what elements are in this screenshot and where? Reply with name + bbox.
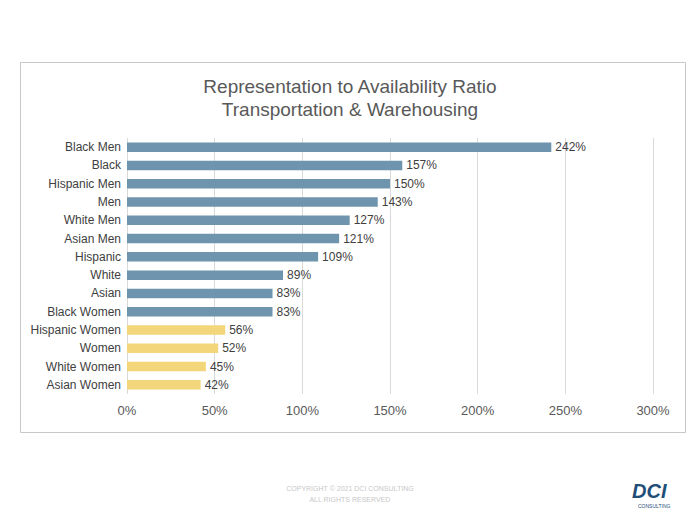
svg-text:52%: 52%	[222, 341, 246, 355]
svg-text:Transportation & Warehousing: Transportation & Warehousing	[222, 99, 478, 120]
svg-text:White Women: White Women	[46, 360, 121, 374]
svg-text:83%: 83%	[277, 305, 301, 319]
svg-text:109%: 109%	[322, 250, 353, 264]
svg-text:Hispanic Men: Hispanic Men	[48, 177, 121, 191]
svg-text:Black Women: Black Women	[47, 305, 121, 319]
svg-text:150%: 150%	[373, 403, 407, 418]
svg-text:100%: 100%	[286, 403, 320, 418]
svg-text:DCI: DCI	[632, 480, 667, 502]
svg-text:150%: 150%	[394, 177, 425, 191]
svg-text:200%: 200%	[461, 403, 495, 418]
svg-text:CONSULTING: CONSULTING	[638, 503, 671, 509]
svg-text:White Men: White Men	[64, 213, 121, 227]
svg-text:Asian: Asian	[91, 286, 121, 300]
svg-text:COPYRIGHT © 2021 DCI CONSULTIN: COPYRIGHT © 2021 DCI CONSULTING	[286, 485, 413, 492]
svg-text:Black Men: Black Men	[65, 140, 121, 154]
svg-text:300%: 300%	[636, 403, 670, 418]
svg-text:Asian Men: Asian Men	[64, 232, 121, 246]
svg-text:ALL RIGHTS RESERVED: ALL RIGHTS RESERVED	[309, 496, 390, 503]
svg-text:250%: 250%	[549, 403, 583, 418]
svg-text:83%: 83%	[277, 286, 301, 300]
svg-text:89%: 89%	[287, 268, 311, 282]
svg-text:Hispanic Women: Hispanic Women	[31, 323, 121, 337]
svg-text:Hispanic: Hispanic	[75, 250, 121, 264]
svg-text:Women: Women	[80, 341, 121, 355]
svg-text:0%: 0%	[118, 403, 137, 418]
svg-text:45%: 45%	[210, 360, 234, 374]
svg-text:Asian Women: Asian Women	[47, 378, 121, 392]
svg-text:White: White	[90, 268, 121, 282]
svg-text:42%: 42%	[205, 378, 229, 392]
svg-text:Representation to Availability: Representation to Availability Ratio	[203, 76, 496, 97]
svg-text:121%: 121%	[343, 232, 374, 246]
svg-text:157%: 157%	[406, 158, 437, 172]
svg-text:Men: Men	[98, 195, 121, 209]
svg-text:143%: 143%	[382, 195, 413, 209]
svg-text:50%: 50%	[202, 403, 228, 418]
svg-text:56%: 56%	[229, 323, 253, 337]
svg-text:242%: 242%	[555, 140, 586, 154]
svg-text:Black: Black	[92, 158, 122, 172]
svg-text:127%: 127%	[354, 213, 385, 227]
